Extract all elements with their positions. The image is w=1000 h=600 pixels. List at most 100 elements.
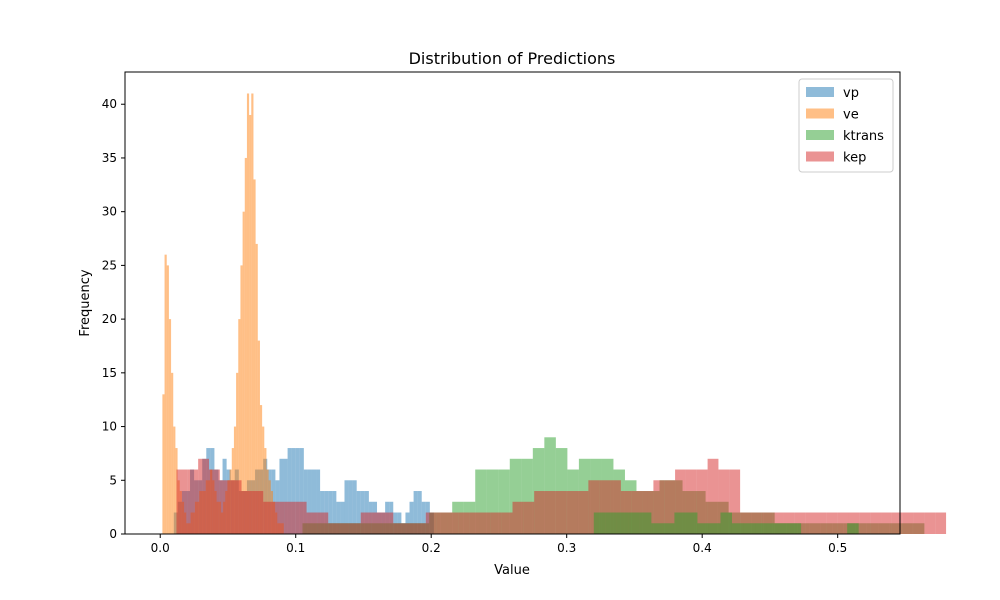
bar xyxy=(271,469,276,534)
bar xyxy=(544,437,556,534)
bar xyxy=(240,265,243,534)
bar xyxy=(545,491,556,534)
bar xyxy=(253,179,256,534)
bar xyxy=(283,458,288,534)
y-tick-label: 5 xyxy=(109,473,117,487)
bar xyxy=(696,469,708,534)
bar xyxy=(287,448,292,534)
bar xyxy=(168,319,172,534)
bar xyxy=(316,469,321,534)
bar xyxy=(486,469,499,534)
bar xyxy=(902,512,914,534)
bar xyxy=(469,512,480,534)
bar xyxy=(750,512,762,534)
bar xyxy=(664,480,676,534)
bar xyxy=(501,512,513,534)
bar xyxy=(307,469,312,534)
bar xyxy=(848,512,860,534)
bar xyxy=(209,469,220,534)
bar xyxy=(339,523,350,534)
bar xyxy=(593,512,606,534)
bar xyxy=(328,523,340,534)
bar xyxy=(251,93,254,535)
bar xyxy=(291,448,296,534)
bar xyxy=(317,512,329,534)
bar xyxy=(230,480,242,534)
y-axis-ticks: 0 5 10 15 20 25 30 35 40 xyxy=(102,97,125,541)
bar xyxy=(599,480,611,534)
bar xyxy=(249,114,252,534)
bar xyxy=(778,523,790,534)
bar xyxy=(913,512,925,534)
plot-frame xyxy=(124,71,901,535)
bar xyxy=(523,501,535,534)
y-tick-label: 25 xyxy=(102,258,117,272)
x-tick-label: 0.1 xyxy=(286,541,305,555)
bar xyxy=(577,491,589,534)
bar xyxy=(162,394,165,534)
bar xyxy=(262,426,265,534)
x-tick-label: 0.5 xyxy=(828,541,847,555)
y-tick-label: 20 xyxy=(102,312,117,326)
bar xyxy=(259,405,263,534)
bar xyxy=(509,458,522,534)
bar xyxy=(360,512,372,534)
y-tick-label: 40 xyxy=(102,97,117,111)
bar xyxy=(257,340,260,534)
bar xyxy=(236,372,239,534)
bar xyxy=(266,469,269,534)
x-tick-label: 0.0 xyxy=(151,541,170,555)
bar xyxy=(826,512,838,534)
bar xyxy=(708,523,721,534)
legend-swatch xyxy=(806,87,834,97)
bar xyxy=(720,512,732,534)
bar xyxy=(847,523,859,534)
bar xyxy=(789,523,802,534)
bar xyxy=(805,512,816,534)
bar xyxy=(697,523,709,534)
bar xyxy=(662,523,675,534)
bar xyxy=(639,512,652,534)
bar xyxy=(766,523,779,534)
bar xyxy=(653,480,665,534)
bar xyxy=(173,426,176,534)
bar xyxy=(382,512,394,534)
bar xyxy=(628,512,640,534)
bar xyxy=(675,469,686,534)
legend-swatch xyxy=(806,130,834,140)
bar xyxy=(740,512,751,534)
x-axis-label: Value xyxy=(494,563,530,578)
bar xyxy=(761,512,773,534)
bar xyxy=(794,512,806,534)
bar xyxy=(164,254,167,534)
bar xyxy=(935,512,947,534)
bar xyxy=(605,512,617,534)
bar xyxy=(336,501,341,534)
bar xyxy=(279,458,284,534)
bar xyxy=(175,448,178,534)
bar xyxy=(837,512,849,534)
bar xyxy=(685,512,698,534)
bar xyxy=(352,480,357,534)
bar xyxy=(299,448,304,534)
bar xyxy=(255,243,258,534)
series-ktrans-bars xyxy=(593,512,859,534)
legend-label: kep xyxy=(843,151,866,166)
bar xyxy=(425,512,437,534)
bar xyxy=(479,512,491,534)
bar xyxy=(264,448,267,534)
x-tick-label: 0.3 xyxy=(557,541,576,555)
x-tick-label: 0.4 xyxy=(693,541,712,555)
bar xyxy=(475,469,487,534)
bar xyxy=(356,491,361,534)
bar xyxy=(328,491,333,534)
bar xyxy=(274,501,285,534)
bar xyxy=(924,512,936,534)
bar xyxy=(783,512,795,534)
bar xyxy=(219,480,231,534)
bar xyxy=(246,93,250,535)
bar xyxy=(555,491,567,534)
bar xyxy=(881,512,892,534)
bar xyxy=(332,491,337,534)
